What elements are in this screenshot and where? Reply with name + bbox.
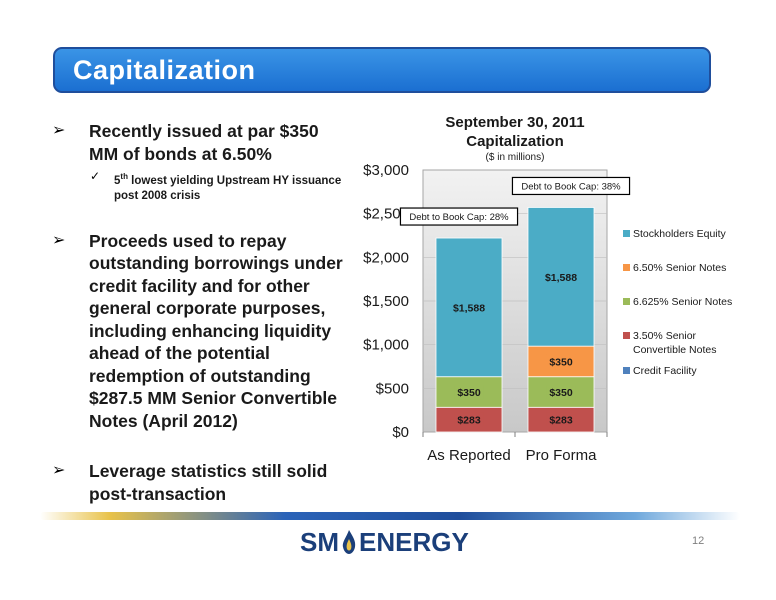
- logo-energy-text: ENERGY: [359, 526, 469, 557]
- annotation-box: [399, 207, 519, 226]
- y-tick-label: $2,000: [363, 249, 409, 266]
- y-tick-label: $3,000: [363, 162, 409, 179]
- company-logo: SM ENERGY: [300, 526, 469, 557]
- legend-swatch: [623, 332, 630, 339]
- data-label-bg: [546, 385, 576, 400]
- data-label-bg: [546, 412, 576, 427]
- x-tick-label: Pro Forma: [526, 447, 598, 464]
- title-banner: Capitalization: [53, 47, 711, 93]
- chart-subtitle: ($ in millions): [485, 152, 545, 163]
- legend-label: 6.50% Senior Notes: [633, 262, 726, 274]
- data-label: $1,588: [453, 302, 485, 314]
- legend-label: Credit Facility: [633, 365, 697, 377]
- y-tick-label: $500: [376, 380, 409, 397]
- data-label: $283: [457, 415, 481, 427]
- bullet-item: ➢ Leverage statistics still solid post-t…: [52, 460, 352, 505]
- data-label: $283: [549, 415, 573, 427]
- arrow-bullet-icon: ➢: [52, 122, 66, 139]
- data-label: $350: [457, 387, 481, 399]
- legend-label: 3.50% Senior: [633, 330, 697, 342]
- x-tick-label: As Reported: [427, 447, 510, 464]
- bar-segment: [527, 406, 595, 433]
- data-label-bg: [454, 385, 484, 400]
- legend-swatch: [623, 298, 630, 305]
- y-tick-label: $2,500: [363, 206, 409, 223]
- data-label: $350: [549, 387, 573, 399]
- annotation-text: Debt to Book Cap: 28%: [409, 212, 509, 223]
- bullet-list: ➢ Recently issued at par $350 MM of bond…: [52, 120, 352, 505]
- bullet-item: ➢ Proceeds used to repay outstanding bor…: [52, 230, 352, 433]
- y-tick-label: $1,500: [363, 293, 409, 310]
- flame-icon: [342, 530, 356, 554]
- sub-bullet-item: ✓ 5th lowest yielding Upstream HY issuan…: [52, 169, 352, 204]
- data-label: $350: [549, 356, 573, 368]
- data-label-bg: [539, 269, 583, 284]
- page-title: Capitalization: [73, 55, 256, 85]
- logo-sm-text: SM: [300, 526, 339, 557]
- bullet-text: Proceeds used to repay outstanding borro…: [89, 230, 343, 431]
- data-label-bg: [447, 300, 491, 315]
- legend-swatch: [623, 264, 630, 271]
- annotation-box: [511, 176, 631, 196]
- legend-label: Convertible Notes: [633, 344, 716, 356]
- page-number: 12: [692, 535, 705, 547]
- data-label: $1,588: [545, 272, 577, 284]
- data-label-bg: [454, 412, 484, 427]
- checkmark-icon: ✓: [90, 169, 101, 183]
- data-label-bg: [546, 354, 576, 369]
- legend-swatch: [623, 367, 630, 374]
- chart-title-block: September 30, 2011 Capitalization ($ in …: [410, 113, 620, 164]
- annotation-text: Debt to Book Cap: 38%: [521, 181, 621, 192]
- legend-label: 6.625% Senior Notes: [633, 296, 732, 308]
- legend-swatch: [623, 230, 630, 237]
- y-tick-label: $0: [392, 424, 409, 441]
- bullet-text: Recently issued at par $350 MM of bonds …: [89, 121, 319, 164]
- y-tick-label: $1,000: [363, 337, 409, 354]
- bullet-item: ➢ Recently issued at par $350 MM of bond…: [52, 120, 352, 165]
- chart-title: September 30, 2011 Capitalization: [445, 114, 585, 150]
- legend-label: Stockholders Equity: [633, 228, 727, 240]
- bullet-text: Leverage statistics still solid post-tra…: [89, 461, 328, 504]
- arrow-bullet-icon: ➢: [52, 231, 66, 249]
- arrow-bullet-icon: ➢: [52, 462, 66, 480]
- sub-bullet-text: 5th lowest yielding Upstream HY issuance…: [114, 172, 342, 202]
- footer-divider: [40, 512, 740, 520]
